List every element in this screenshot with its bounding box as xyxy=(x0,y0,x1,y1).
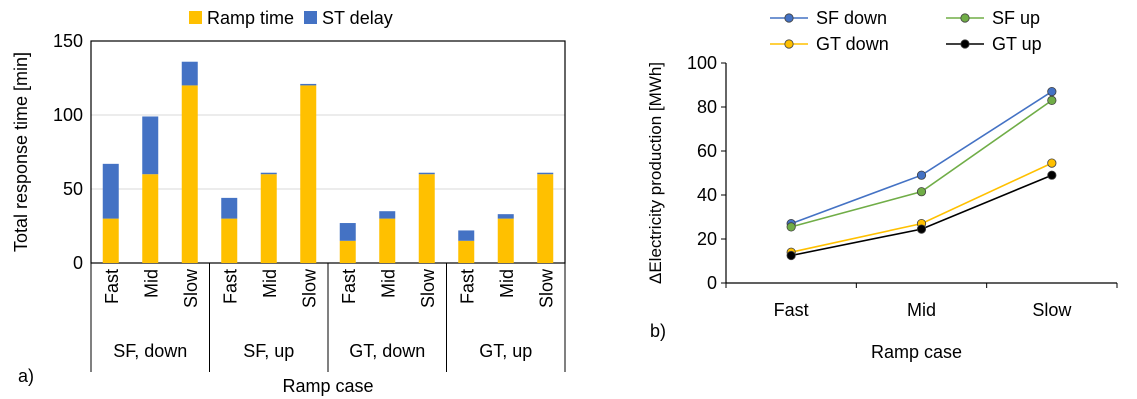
legend-marker xyxy=(960,13,970,23)
bar-ramp-time xyxy=(300,85,317,264)
legend-label: SF down xyxy=(816,8,887,28)
legend: SF down SF up GT down GT up xyxy=(770,8,1042,54)
legend-label: GT up xyxy=(992,34,1042,54)
x-category-label: Mid xyxy=(497,269,517,298)
bar-st-delay xyxy=(142,116,159,175)
x-group-label: GT, down xyxy=(349,341,425,361)
chart-a: 0 50 100 150 Total response time [min] Fast Mi… xyxy=(11,8,566,396)
x-category-label: Slow xyxy=(418,268,438,308)
bar-st-delay xyxy=(102,163,119,219)
y-tick-label: 20 xyxy=(697,229,717,249)
x-category-label: Slow xyxy=(1032,300,1072,320)
bar-st-delay xyxy=(260,172,277,175)
legend-label: SF up xyxy=(992,8,1040,28)
data-point-sf-up xyxy=(916,187,927,197)
x-axis-title: Ramp case xyxy=(282,376,373,396)
legend-marker xyxy=(784,13,794,23)
bar-st-delay xyxy=(339,223,356,241)
data-point-sf-down xyxy=(916,170,927,180)
bar-ramp-time xyxy=(102,218,119,263)
bar-ramp-time xyxy=(497,218,514,263)
bar-st-delay xyxy=(221,197,238,219)
panel-label: a) xyxy=(18,366,34,386)
x-category-label: Fast xyxy=(774,300,809,320)
x-category-label: Mid xyxy=(141,269,161,298)
bar-st-delay xyxy=(379,211,396,219)
bar-st-delay xyxy=(418,172,435,175)
bar-ramp-time xyxy=(339,240,356,263)
bar-ramp-time xyxy=(379,218,396,263)
x-axis-title: Ramp case xyxy=(871,342,962,362)
legend-swatch xyxy=(189,11,202,24)
bar-st-delay xyxy=(537,172,554,175)
bar-st-delay xyxy=(181,61,198,86)
x-category-label: Fast xyxy=(102,269,122,304)
bar-ramp-time xyxy=(458,240,475,263)
data-point-gt-up xyxy=(1047,170,1057,180)
data-point-sf-up xyxy=(1047,95,1057,106)
bar-ramp-time xyxy=(260,174,277,263)
bar-ramp-time xyxy=(221,218,238,263)
x-category-label: Slow xyxy=(299,268,319,308)
legend-label: Ramp time xyxy=(207,8,294,28)
bar-ramp-time xyxy=(537,174,554,263)
data-point-gt-up xyxy=(786,250,796,261)
legend-label: ST delay xyxy=(322,8,393,28)
y-axis-title: Total response time [min] xyxy=(11,52,31,252)
y-tick-label: 40 xyxy=(697,185,717,205)
x-category-label: Mid xyxy=(260,269,280,298)
bar-ramp-time xyxy=(418,174,435,263)
y-axis-title: ΔElectricity production [MWh] xyxy=(646,62,665,284)
legend-swatch xyxy=(304,11,317,24)
bar-st-delay xyxy=(300,83,317,86)
bar-st-delay xyxy=(458,230,475,241)
y-tick-label: 50 xyxy=(63,179,83,199)
legend: Ramp time ST delay xyxy=(189,8,393,28)
x-category-label: Slow xyxy=(181,268,201,308)
y-tick-label: 60 xyxy=(697,141,717,161)
x-group-label: SF, down xyxy=(113,341,187,361)
chart-b: 0 20 40 60 80 100 Fast Mid Slow Ramp case ΔElectri… xyxy=(646,8,1118,362)
x-group-label: SF, up xyxy=(243,341,294,361)
x-category-label: Mid xyxy=(907,300,936,320)
legend-label: GT down xyxy=(816,34,889,54)
panel-label: b) xyxy=(650,321,666,341)
data-point-gt-up xyxy=(916,224,927,234)
data-point-gt-down xyxy=(1047,158,1057,168)
y-tick-label: 0 xyxy=(707,273,717,293)
x-group-label: GT, up xyxy=(479,341,532,361)
y-tick-label: 80 xyxy=(697,97,717,117)
data-point-sf-down xyxy=(1047,87,1057,97)
legend-marker xyxy=(960,39,970,49)
legend-marker xyxy=(784,39,794,49)
x-category-label: Slow xyxy=(536,268,556,308)
data-point-sf-up xyxy=(786,222,796,232)
plot-frame xyxy=(90,40,566,264)
y-tick-label: 100 xyxy=(53,105,83,125)
x-category-label: Fast xyxy=(339,269,359,304)
x-category-label: Mid xyxy=(378,269,398,298)
bar-ramp-time xyxy=(142,174,159,263)
x-category-label: Fast xyxy=(457,269,477,304)
y-tick-label: 100 xyxy=(687,53,717,73)
y-tick-label: 150 xyxy=(53,31,83,51)
y-tick-label: 0 xyxy=(73,253,83,273)
x-category-label: Fast xyxy=(220,269,240,304)
bar-ramp-time xyxy=(181,85,198,264)
series-line-sf-down xyxy=(790,90,1053,225)
series-line-sf-up xyxy=(790,99,1053,228)
bar-st-delay xyxy=(497,214,514,219)
